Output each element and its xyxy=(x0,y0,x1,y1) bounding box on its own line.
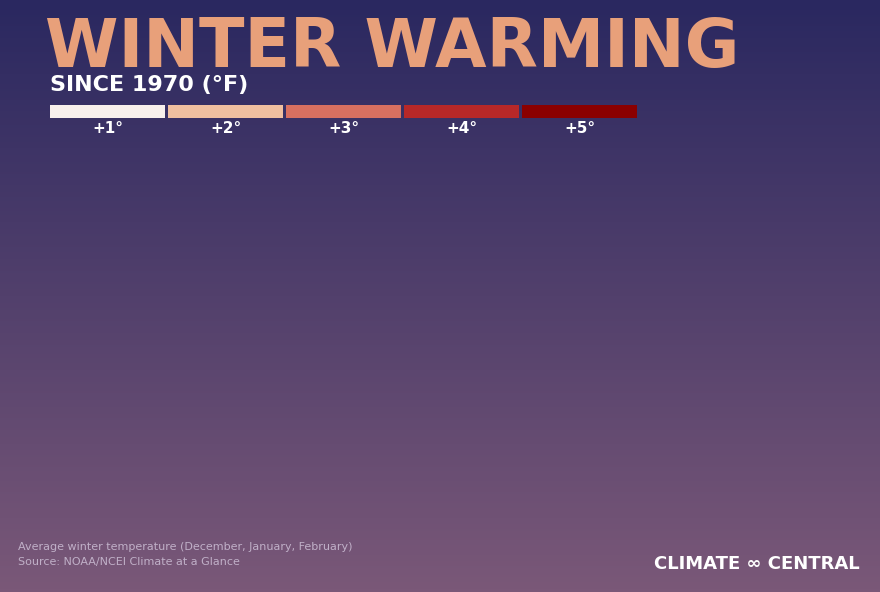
Bar xyxy=(286,105,401,118)
Bar xyxy=(168,105,283,118)
Text: +3°: +3° xyxy=(328,121,359,136)
Text: Average winter temperature (December, January, February)
Source: NOAA/NCEI Clima: Average winter temperature (December, Ja… xyxy=(18,542,353,567)
Text: +2°: +2° xyxy=(209,121,241,136)
Bar xyxy=(522,105,637,118)
Bar xyxy=(50,105,165,118)
Text: CLIMATE ∞ CENTRAL: CLIMATE ∞ CENTRAL xyxy=(655,555,860,573)
Text: +1°: +1° xyxy=(92,121,123,136)
Text: +5°: +5° xyxy=(564,121,595,136)
Text: +4°: +4° xyxy=(446,121,477,136)
Text: SINCE 1970 (°F): SINCE 1970 (°F) xyxy=(50,75,248,95)
Text: WINTER WARMING: WINTER WARMING xyxy=(45,15,739,81)
Bar xyxy=(404,105,519,118)
